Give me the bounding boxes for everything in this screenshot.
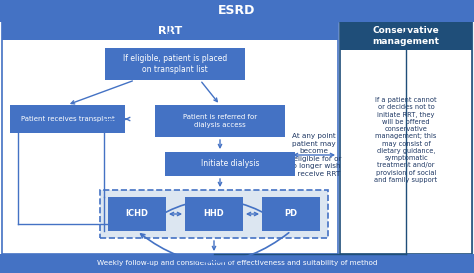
Bar [2,22,338,254]
Text: ESRD: ESRD [219,4,255,17]
Text: At any point
patient may
become
ineligible for or
no longer wish
to receive RRT: At any point patient may become ineligib… [287,133,341,177]
Text: Weekly follow-up and consideration of effectiveness and suitability of method: Weekly follow-up and consideration of ef… [97,260,377,266]
Bar [2,22,338,40]
Text: PD: PD [284,209,298,218]
Text: Initiate dialysis: Initiate dialysis [201,159,259,168]
Bar [100,190,328,238]
Bar [165,152,295,176]
Text: If eligible, patient is placed
on transplant list: If eligible, patient is placed on transp… [123,54,227,74]
Text: RRT: RRT [158,26,182,36]
Text: ICHD: ICHD [126,209,148,218]
Text: Patient receives transplant: Patient receives transplant [21,116,114,122]
Text: If a patient cannot
or decides not to
initiate RRT, they
will be offered
conserv: If a patient cannot or decides not to in… [374,97,438,183]
Text: HHD: HHD [204,209,224,218]
Bar [10,105,125,133]
Bar [0,0,474,22]
Bar [340,22,472,254]
Bar [340,22,472,50]
FancyArrowPatch shape [139,200,287,229]
Text: Patient is referred for
dialysis access: Patient is referred for dialysis access [183,114,257,128]
Bar [2,22,472,254]
Bar [262,197,320,231]
Bar [105,48,245,80]
FancyArrowPatch shape [141,233,289,262]
Text: Conservative
management: Conservative management [373,26,439,46]
Bar [108,197,166,231]
Bar [185,197,243,231]
Bar [155,105,285,137]
Bar [0,254,474,273]
